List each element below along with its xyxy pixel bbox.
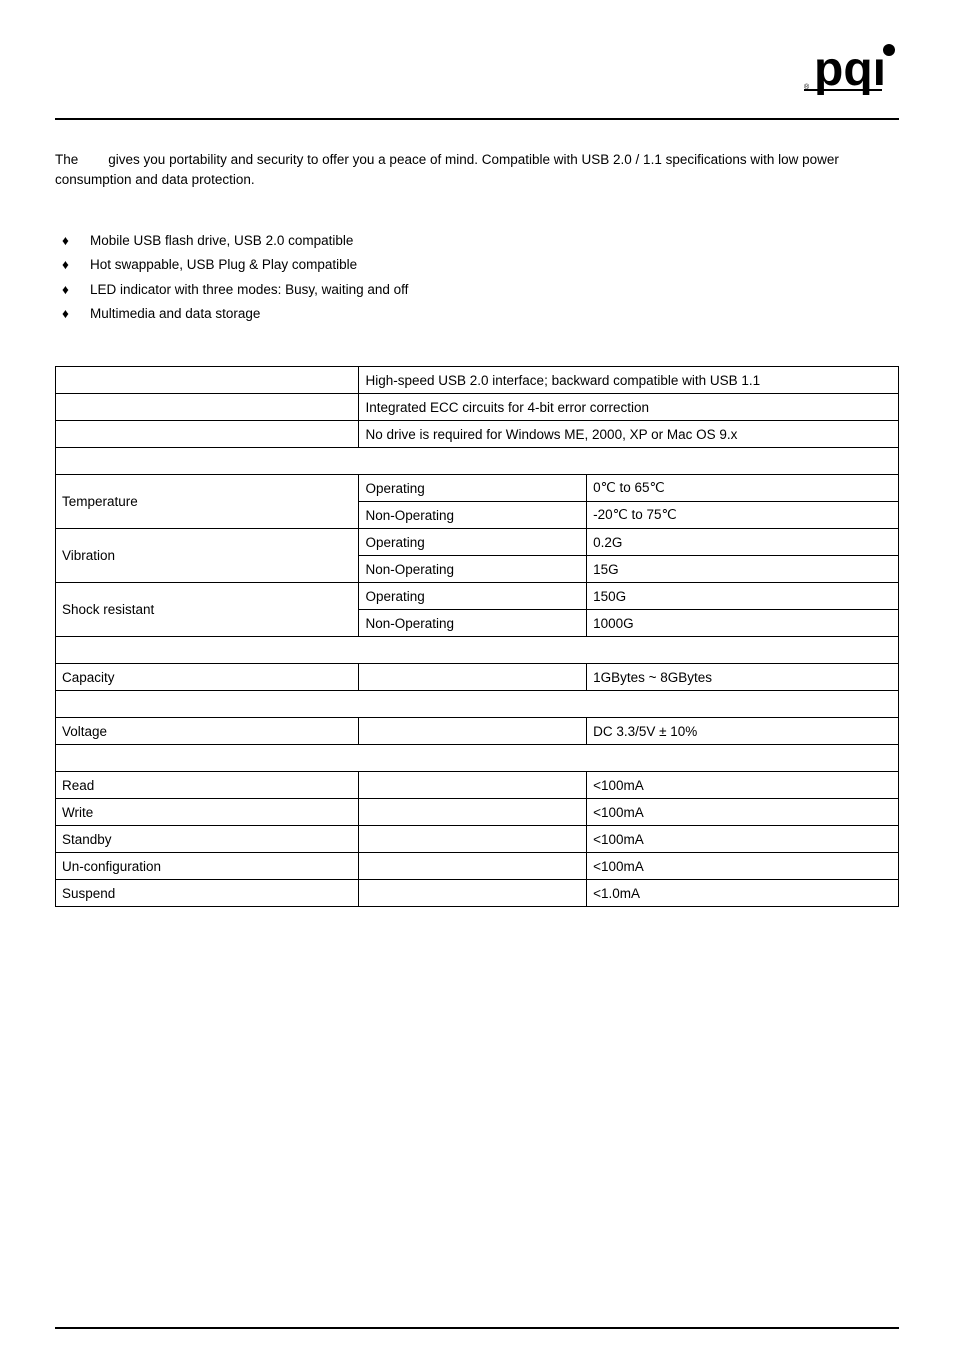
- cell-k: Non-Operating: [359, 610, 587, 637]
- section-environment: [56, 448, 899, 475]
- cell-k: Operating: [359, 583, 587, 610]
- section-cell: [56, 745, 899, 772]
- cell-value: <100mA: [587, 772, 899, 799]
- cell-mid: [359, 664, 587, 691]
- list-item: LED indicator with three modes: Busy, wa…: [90, 278, 899, 302]
- cell-mid: [359, 772, 587, 799]
- list-item: Multimedia and data storage: [90, 302, 899, 326]
- cell-value: <100mA: [587, 853, 899, 880]
- table-row: Shock resistant Operating 150G: [56, 583, 899, 610]
- intro-rest: gives you portability and security to of…: [55, 152, 839, 187]
- table-row: Integrated ECC circuits for 4-bit error …: [56, 394, 899, 421]
- cell-k: Operating: [359, 475, 587, 502]
- cell-label: Write: [56, 799, 359, 826]
- cell-mid: [359, 718, 587, 745]
- table-row: No drive is required for Windows ME, 200…: [56, 421, 899, 448]
- cell-v: 15G: [587, 556, 899, 583]
- table-row: High-speed USB 2.0 interface; backward c…: [56, 367, 899, 394]
- table-row: Voltage DC 3.3/5V ± 10%: [56, 718, 899, 745]
- cell-label: [56, 421, 359, 448]
- cell-label: [56, 367, 359, 394]
- header: pqı ®: [55, 60, 899, 120]
- section-capacity: [56, 637, 899, 664]
- feature-text: LED indicator with three modes: Busy, wa…: [90, 282, 408, 297]
- table-row: Temperature Operating 0℃ to 65℃: [56, 475, 899, 502]
- cell-value: No drive is required for Windows ME, 200…: [359, 421, 899, 448]
- cell-name: Vibration: [56, 529, 359, 583]
- logo-text: pqı: [814, 43, 886, 95]
- section-cell: [56, 691, 899, 718]
- table-row: Read <100mA: [56, 772, 899, 799]
- cell-value: <100mA: [587, 826, 899, 853]
- cell-mid: [359, 826, 587, 853]
- cell-mid: [359, 880, 587, 907]
- section-voltage: [56, 691, 899, 718]
- cell-v: -20℃ to 75℃: [587, 502, 899, 529]
- spec-table: High-speed USB 2.0 interface; backward c…: [55, 366, 899, 907]
- cell-label: Un-configuration: [56, 853, 359, 880]
- cell-label: Suspend: [56, 880, 359, 907]
- intro-prefix: The: [55, 152, 78, 167]
- cell-mid: [359, 853, 587, 880]
- intro-gap: [78, 152, 108, 167]
- feature-text: Hot swappable, USB Plug & Play compatibl…: [90, 257, 357, 272]
- cell-v: 0℃ to 65℃: [587, 475, 899, 502]
- list-item: Mobile USB flash drive, USB 2.0 compatib…: [90, 229, 899, 253]
- table-row: Capacity 1GBytes ~ 8GBytes: [56, 664, 899, 691]
- list-item: Hot swappable, USB Plug & Play compatibl…: [90, 253, 899, 277]
- section-power: [56, 745, 899, 772]
- cell-value: DC 3.3/5V ± 10%: [587, 718, 899, 745]
- svg-text:®: ®: [804, 83, 810, 91]
- cell-v: 150G: [587, 583, 899, 610]
- feature-text: Multimedia and data storage: [90, 306, 260, 321]
- intro-paragraph: The gives you portability and security t…: [55, 150, 899, 189]
- cell-label: [56, 394, 359, 421]
- cell-v: 0.2G: [587, 529, 899, 556]
- cell-k: Operating: [359, 529, 587, 556]
- cell-value: <100mA: [587, 799, 899, 826]
- cell-v: 1000G: [587, 610, 899, 637]
- cell-k: Non-Operating: [359, 502, 587, 529]
- brand-logo: pqı ®: [804, 40, 899, 100]
- feature-text: Mobile USB flash drive, USB 2.0 compatib…: [90, 233, 353, 248]
- table-row: Un-configuration <100mA: [56, 853, 899, 880]
- cell-value: Integrated ECC circuits for 4-bit error …: [359, 394, 899, 421]
- section-cell: [56, 448, 899, 475]
- cell-mid: [359, 799, 587, 826]
- cell-label: Capacity: [56, 664, 359, 691]
- section-cell: [56, 637, 899, 664]
- feature-list: Mobile USB flash drive, USB 2.0 compatib…: [90, 229, 899, 326]
- cell-value: High-speed USB 2.0 interface; backward c…: [359, 367, 899, 394]
- header-rule: [55, 118, 899, 120]
- table-row: Suspend <1.0mA: [56, 880, 899, 907]
- cell-name: Shock resistant: [56, 583, 359, 637]
- footer-rule: [55, 1327, 899, 1329]
- table-row: Standby <100mA: [56, 826, 899, 853]
- logo-dot: [883, 44, 895, 56]
- table-row: Vibration Operating 0.2G: [56, 529, 899, 556]
- cell-value: <1.0mA: [587, 880, 899, 907]
- cell-label: Read: [56, 772, 359, 799]
- cell-label: Standby: [56, 826, 359, 853]
- table-row: Write <100mA: [56, 799, 899, 826]
- cell-value: 1GBytes ~ 8GBytes: [587, 664, 899, 691]
- cell-name: Temperature: [56, 475, 359, 529]
- cell-label: Voltage: [56, 718, 359, 745]
- cell-k: Non-Operating: [359, 556, 587, 583]
